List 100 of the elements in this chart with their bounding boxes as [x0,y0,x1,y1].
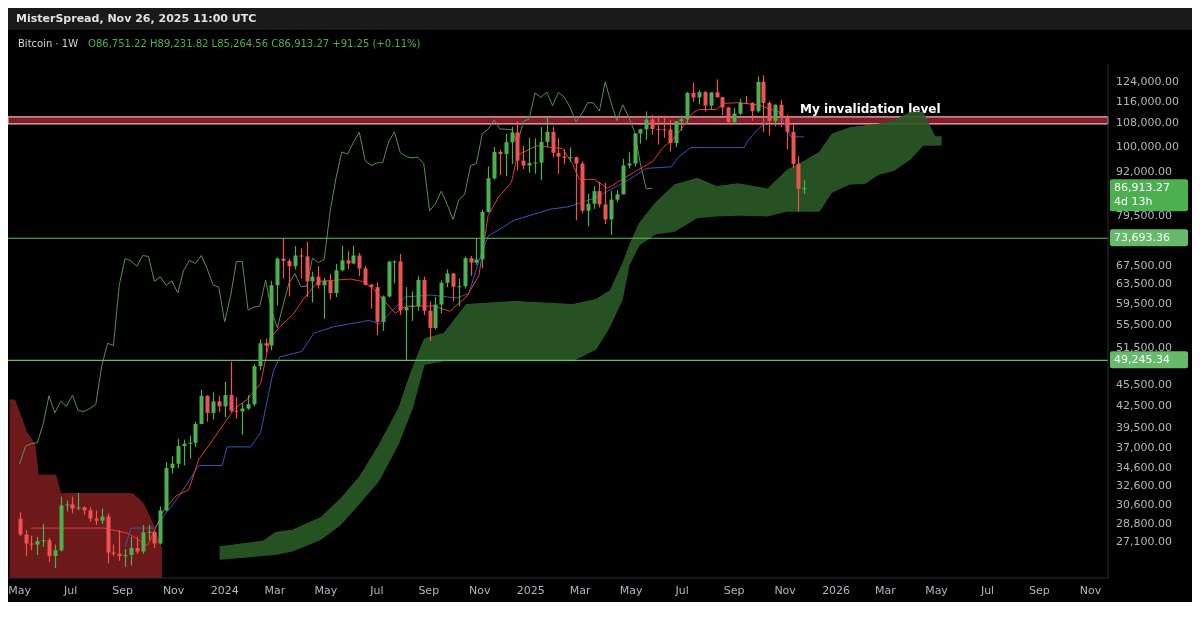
y-tick-label: 116,000.00 [1116,94,1179,108]
y-tick-label: 63,500.00 [1116,277,1172,291]
y-tick-label: 28,800.00 [1116,516,1172,530]
y-tick-label: 30,600.00 [1116,498,1172,512]
candlestick [47,537,52,563]
candlestick [510,126,515,165]
candlestick [18,511,23,537]
candlestick [41,523,46,548]
candlestick [668,119,673,152]
candlestick [433,296,438,330]
candlestick [293,245,298,270]
candlestick [603,182,608,225]
x-tick-label: 2025 [516,583,545,597]
x-tick-label: Jul [674,583,689,597]
x-tick-label: Mar [264,583,286,597]
candlestick [316,265,321,290]
candlestick [299,247,304,280]
candlestick [539,126,544,181]
y-tick-label: 37,000.00 [1116,440,1172,454]
ref-line-label: 49,245.34 [1114,353,1170,367]
candlestick [545,117,550,148]
candlestick [597,181,602,208]
candlestick [129,536,134,567]
x-tick-label: Nov [162,583,185,597]
y-tick-label: 108,000.00 [1116,116,1179,130]
text: MisterSpread, Nov 26, 2025 11:00 UTC [16,12,257,25]
candlestick [428,300,433,342]
x-tick-label: 2024 [210,583,239,597]
candlestick [644,110,649,141]
candlestick [556,137,561,175]
line-series [19,81,653,465]
y-tick-label: 34,600.00 [1116,461,1172,475]
candlestick [674,120,679,148]
y-tick-label: 51,500.00 [1116,340,1172,354]
y-tick-label: 79,500.00 [1116,209,1172,223]
candlestick [363,265,368,287]
y-tick-label: 124,000.00 [1116,74,1179,88]
candlestick [404,286,409,362]
y-tick-label: 32,600.00 [1116,479,1172,493]
candlestick [35,536,40,556]
x-tick-label: Nov [469,583,492,597]
y-tick-label: 100,000.00 [1116,139,1179,153]
candlestick [574,155,579,221]
y-tick-label: 59,500.00 [1116,296,1172,310]
x-tick-label: Jul [63,583,78,597]
y-tick-label: 67,500.00 [1116,258,1172,272]
candlestick [650,114,655,136]
candlestick [328,273,333,301]
candlestick [779,99,784,128]
candlestick [656,114,661,146]
candlestick [767,100,772,136]
x-tick-label: Sep [723,583,745,597]
candlestick [504,133,509,177]
x-tick-label: May [619,583,644,597]
y-tick-label: 39,500.00 [1116,421,1172,435]
x-tick-label: May [925,583,949,597]
x-tick-label: May [314,583,338,597]
candlestick [287,258,292,298]
y-tick-label: 55,500.00 [1116,318,1172,332]
x-tick-label: Jul [979,583,995,597]
y-tick-label: 27,100.00 [1116,535,1172,549]
y-tick-label: 42,500.00 [1116,398,1172,412]
x-tick-label: 2026 [822,583,851,597]
candlestick [53,543,58,569]
candlestick [715,78,720,99]
x-tick-label: Sep [1029,583,1050,597]
candlestick [322,277,327,320]
candlestick [703,90,708,113]
candlestick [340,245,345,272]
candlestick [451,272,456,303]
candlestick [586,193,591,228]
candlestick [234,396,239,420]
candlestick [223,381,228,418]
candlestick [410,290,415,322]
chart-subtitle: O86,751.22 H89,231.82 L85,264.56 C86,913.27 +91.25 (+0.11%) [88,38,421,49]
candlestick [662,114,667,139]
x-tick-label: May [8,583,32,597]
y-tick-label: 45,500.00 [1116,378,1172,392]
x-tick-label: Jul [369,583,384,597]
candlestick [533,137,538,175]
candlestick [551,126,556,159]
x-tick-label: Nov [1079,583,1102,597]
candlestick [785,114,790,150]
ref-line-label: 73,693.36 [1114,231,1170,245]
candlestick [474,238,479,266]
candlestick [334,263,339,298]
x-tick-label: Mar [875,583,897,597]
candlestick [205,394,210,423]
candlestick [211,391,216,421]
x-tick-label: Sep [418,583,440,597]
chart-title: Bitcoin · 1W [18,38,79,49]
band-label: My invalidation level [800,101,941,116]
x-tick-label: Sep [112,583,133,597]
x-tick-label: Mar [569,583,592,597]
candlestick [439,279,444,314]
candlestick [750,101,755,122]
candlestick [229,361,234,413]
x-tick-label: Nov [774,583,797,597]
candlestick [258,338,263,371]
candlestick [469,255,474,277]
